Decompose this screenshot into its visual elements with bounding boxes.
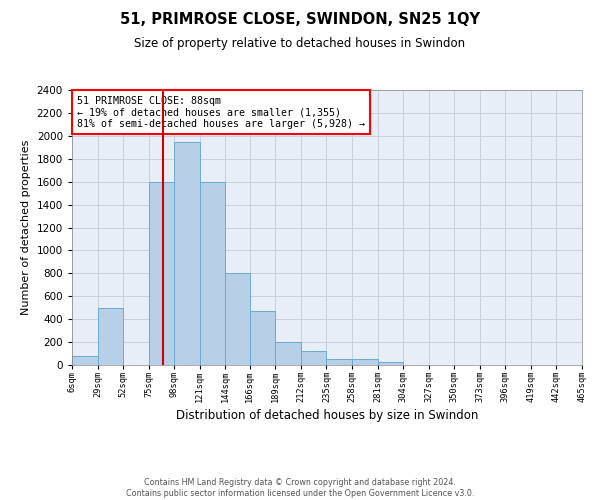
Bar — [377, 362, 403, 365]
Bar — [301, 350, 326, 365]
Bar — [149, 182, 174, 365]
Bar — [352, 360, 377, 365]
Bar — [275, 342, 301, 365]
Bar — [174, 142, 200, 365]
Bar — [98, 308, 123, 365]
Bar — [72, 356, 98, 365]
Text: 51, PRIMROSE CLOSE, SWINDON, SN25 1QY: 51, PRIMROSE CLOSE, SWINDON, SN25 1QY — [120, 12, 480, 28]
X-axis label: Distribution of detached houses by size in Swindon: Distribution of detached houses by size … — [176, 409, 478, 422]
Text: Size of property relative to detached houses in Swindon: Size of property relative to detached ho… — [134, 38, 466, 51]
Text: Contains HM Land Registry data © Crown copyright and database right 2024.
Contai: Contains HM Land Registry data © Crown c… — [126, 478, 474, 498]
Bar — [326, 360, 352, 365]
Bar — [200, 182, 226, 365]
Bar — [226, 274, 250, 365]
Text: 51 PRIMROSE CLOSE: 88sqm
← 19% of detached houses are smaller (1,355)
81% of sem: 51 PRIMROSE CLOSE: 88sqm ← 19% of detach… — [77, 96, 365, 128]
Bar — [250, 310, 275, 365]
Y-axis label: Number of detached properties: Number of detached properties — [21, 140, 31, 315]
